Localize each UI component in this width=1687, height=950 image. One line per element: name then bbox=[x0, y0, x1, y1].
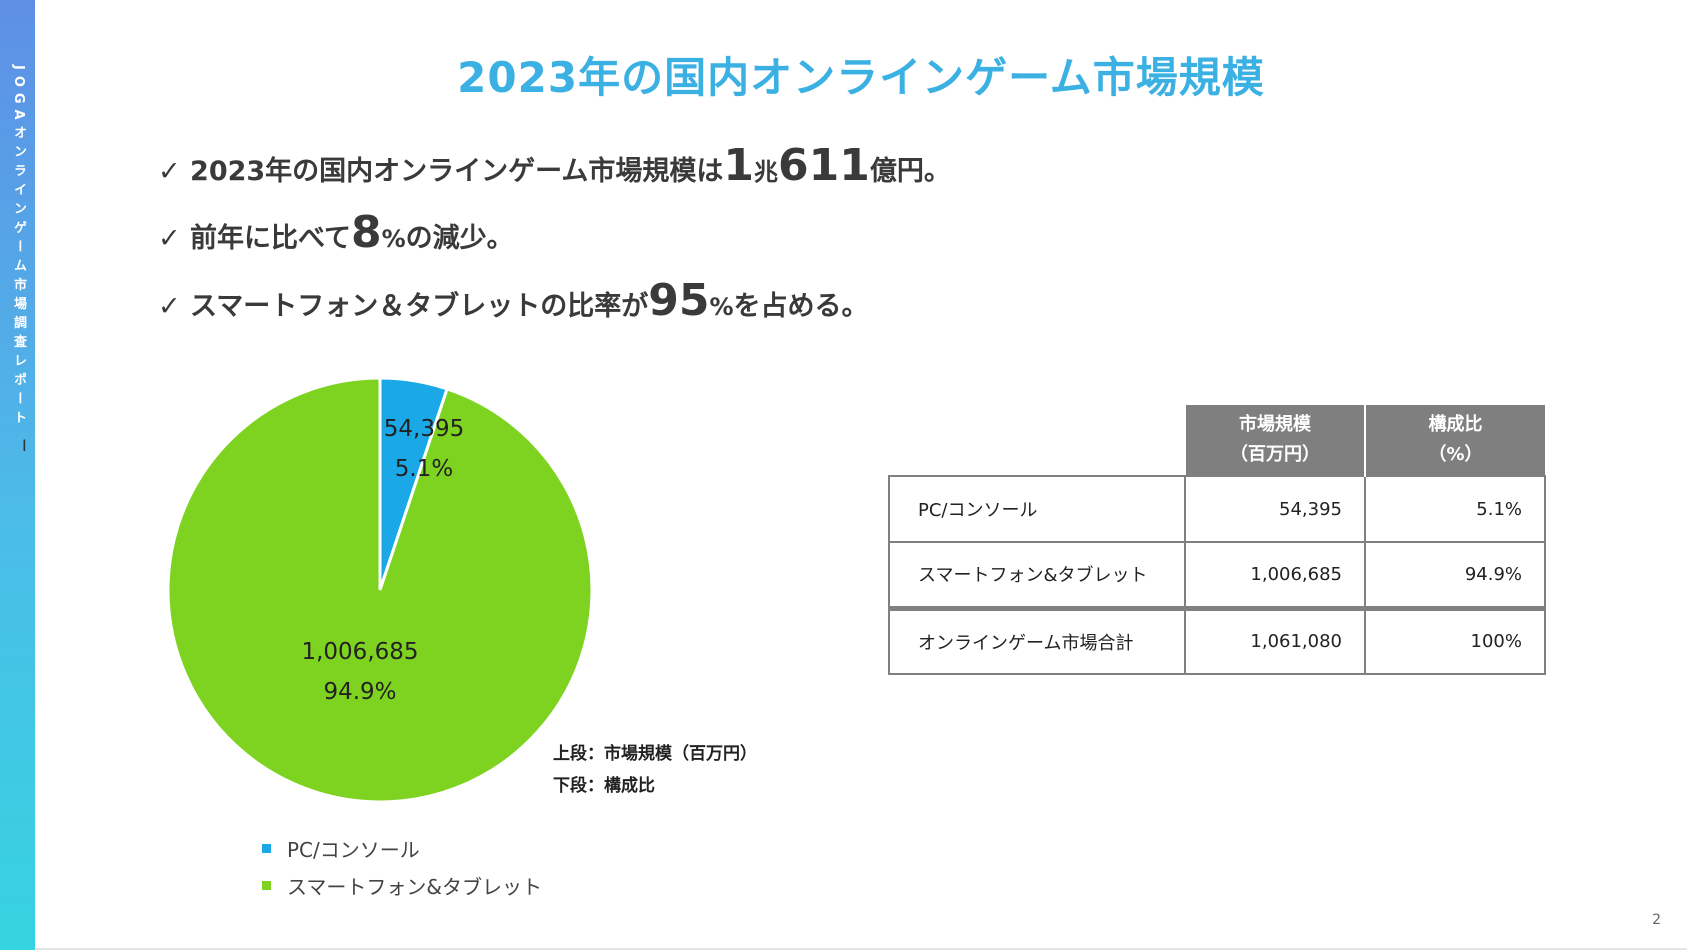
row-name: PC/コンソール bbox=[888, 475, 1186, 543]
row-size: 54,395 bbox=[1184, 475, 1366, 543]
row-ratio: 5.1% bbox=[1364, 475, 1546, 543]
bullet-text-post: を占める。 bbox=[733, 291, 869, 322]
legend-label: PC/コンソール bbox=[287, 838, 420, 862]
check-icon: ✓ bbox=[158, 291, 181, 322]
pie-slice-1 bbox=[166, 376, 594, 804]
bullet-unit: % bbox=[709, 293, 734, 321]
legend-swatch bbox=[262, 844, 271, 853]
page-number: 2 bbox=[1652, 912, 1661, 928]
note-upper: 上段：市場規模（百万円） bbox=[553, 744, 757, 764]
note-lower: 下段：構成比 bbox=[553, 776, 655, 796]
slice-percent-label: 5.1% bbox=[395, 456, 453, 482]
pie-chart: 54,395 5.1% 1,006,685 94.9% bbox=[166, 376, 594, 804]
sidebar-report-title: JOGAオンラインゲーム市場調査レポート bbox=[11, 65, 26, 430]
header-line: 市場規模 bbox=[1239, 414, 1311, 435]
legend-swatch bbox=[262, 881, 271, 890]
bullet-text-pre: 前年に比べて bbox=[190, 223, 351, 254]
chart-legend: PC/コンソール スマートフォン&タブレット bbox=[262, 830, 542, 904]
bullet-unit: % bbox=[381, 225, 406, 253]
bullet-yoy-change: ✓ 前年に比べて8%の減少。 bbox=[158, 207, 514, 258]
bullet-big-number: 8 bbox=[350, 207, 382, 258]
slice-value-label: 54,395 bbox=[384, 416, 464, 442]
row-ratio: 100% bbox=[1364, 605, 1546, 675]
table-corner bbox=[889, 405, 1185, 477]
market-size-table: 市場規模 （百万円） 構成比 （%） PC/コンソール 54,395 5.1% … bbox=[888, 405, 1546, 675]
table-row: PC/コンソール 54,395 5.1% bbox=[888, 475, 1546, 543]
table-header-row: 市場規模 （百万円） 構成比 （%） bbox=[889, 405, 1545, 477]
bullet-market-size: ✓ 2023年の国内オンラインゲーム市場規模は1兆611億円。 bbox=[158, 140, 951, 191]
table-row-total: オンラインゲーム市場合計 1,061,080 100% bbox=[888, 605, 1546, 675]
row-size: 1,061,080 bbox=[1184, 605, 1366, 675]
bullet-big-number: 95 bbox=[648, 275, 710, 326]
check-icon: ✓ bbox=[158, 156, 181, 187]
table-header-ratio: 構成比 （%） bbox=[1364, 405, 1545, 476]
table-row: スマートフォン&タブレット 1,006,685 94.9% bbox=[888, 541, 1546, 609]
row-name: オンラインゲーム市場合計 bbox=[888, 605, 1186, 675]
bullet-text-post: の減少。 bbox=[405, 223, 514, 254]
sidebar: JOGAオンラインゲーム市場調査レポート I bbox=[0, 0, 35, 950]
slice-percent-label: 94.9% bbox=[323, 679, 396, 705]
table-header-size: 市場規模 （百万円） bbox=[1184, 405, 1365, 476]
legend-label: スマートフォン&タブレット bbox=[287, 875, 542, 899]
header-line: 構成比 bbox=[1428, 414, 1483, 435]
bullet-big-number: 611 bbox=[778, 140, 870, 191]
row-name: スマートフォン&タブレット bbox=[888, 541, 1186, 609]
bullet-smartphone-share: ✓ スマートフォン＆タブレットの比率が95%を占める。 bbox=[158, 275, 869, 326]
pie-chart-note: 上段：市場規模（百万円） 下段：構成比 bbox=[553, 738, 757, 802]
slice-value-label: 1,006,685 bbox=[301, 639, 418, 665]
bullet-big-number: 1 bbox=[723, 140, 754, 191]
text-cursor-icon: I bbox=[22, 436, 27, 455]
row-ratio: 94.9% bbox=[1364, 541, 1546, 609]
header-line: （%） bbox=[1428, 444, 1483, 465]
header-line: （百万円） bbox=[1230, 444, 1320, 465]
legend-item-pc: PC/コンソール bbox=[262, 830, 542, 867]
bullet-text-pre: スマートフォン＆タブレットの比率が bbox=[190, 291, 649, 322]
legend-item-smartphone: スマートフォン&タブレット bbox=[262, 867, 542, 904]
bullet-text-pre: 2023年の国内オンラインゲーム市場規模は bbox=[190, 156, 724, 187]
row-size: 1,006,685 bbox=[1184, 541, 1366, 609]
bullet-unit: 兆 bbox=[754, 158, 778, 186]
bullet-text-post: 億円。 bbox=[869, 156, 951, 187]
bottom-divider bbox=[35, 948, 1687, 950]
slide-title: 2023年の国内オンラインゲーム市場規模 bbox=[457, 53, 1265, 102]
check-icon: ✓ bbox=[158, 223, 181, 254]
